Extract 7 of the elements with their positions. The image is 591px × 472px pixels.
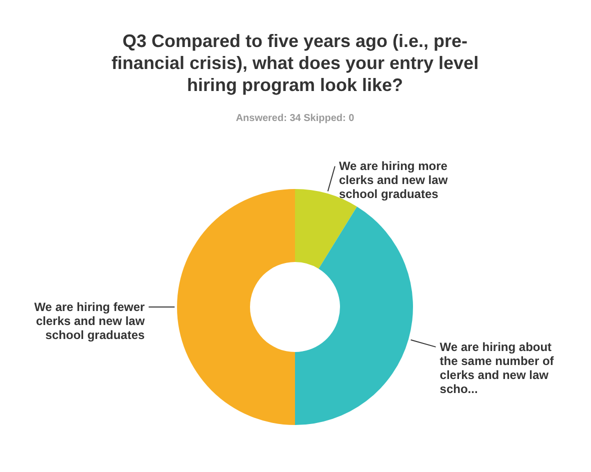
slice-label: We are hiring more clerks and new law school graduates — [338, 159, 448, 202]
chart-title: Q3 Compared to five years ago (i.e., pre-financial crisis), what does your entry level hiring program look like? — [111, 31, 479, 95]
slice-label: We are hiring about the same number of clerks and new law scho... — [440, 340, 555, 396]
donut-slice — [295, 206, 413, 425]
slice-label: We are hiring fewer clerks and new law school graduates — [34, 300, 146, 342]
chart-subtitle: Answered: 34 Skipped: 0 — [236, 113, 355, 124]
donut-slice — [177, 189, 295, 425]
